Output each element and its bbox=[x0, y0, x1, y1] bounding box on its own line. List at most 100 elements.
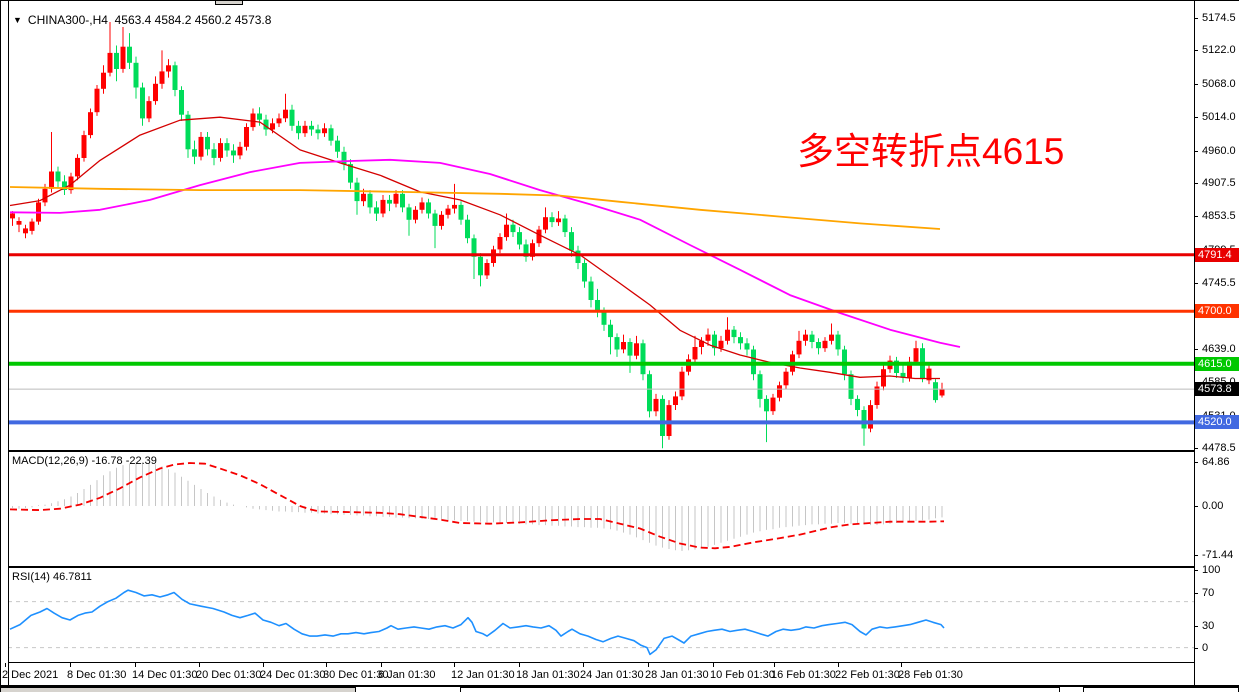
candle-body-up bbox=[874, 386, 880, 405]
time-axis-tick bbox=[263, 663, 264, 667]
macd-axis-tick bbox=[1194, 462, 1198, 463]
candle-body-down bbox=[627, 342, 633, 356]
time-axis-label: 28 Feb 01:30 bbox=[898, 669, 963, 681]
time-axis-tick bbox=[519, 663, 520, 667]
candle-body-down bbox=[289, 109, 295, 126]
candle-body-up bbox=[270, 123, 275, 130]
price-axis-tick bbox=[1194, 349, 1198, 350]
window-top-border bbox=[0, 0, 1239, 1]
candle-body-up bbox=[796, 340, 802, 355]
ma-slow-orange[interactable] bbox=[9, 186, 941, 230]
bottom-bar-fragment-2 bbox=[460, 687, 1060, 692]
candle-body-down bbox=[387, 199, 392, 204]
time-axis-label: 10 Feb 01:30 bbox=[710, 669, 775, 681]
macd-label: MACD(12,26,9) -16.78 -22.39 bbox=[12, 455, 157, 467]
candle-body-down bbox=[257, 113, 262, 120]
rsi-axis-tick bbox=[1194, 626, 1198, 627]
price-axis-tick bbox=[1194, 216, 1198, 217]
candle-body-up bbox=[881, 369, 886, 387]
candle-body-up bbox=[699, 340, 704, 347]
candle-body-up bbox=[777, 385, 782, 398]
ma-mid-magenta[interactable] bbox=[9, 158, 961, 348]
price-axis-value: 4907.5 bbox=[1202, 177, 1236, 189]
candle-body-up bbox=[718, 340, 724, 349]
symbol-dropdown-arrow[interactable]: ▼ bbox=[13, 15, 22, 25]
macd-canvas[interactable] bbox=[8, 452, 1194, 566]
time-axis-tick bbox=[774, 663, 775, 667]
candle-body-up bbox=[81, 135, 87, 158]
price-axis-value: 4478.5 bbox=[1202, 442, 1236, 454]
candle-body-down bbox=[348, 164, 353, 183]
price-axis-tick bbox=[1194, 117, 1198, 118]
candle-body-down bbox=[400, 193, 405, 208]
rsi-axis-value: 0 bbox=[1202, 642, 1209, 654]
candle-body-up bbox=[725, 329, 730, 341]
candle-body-down bbox=[855, 398, 860, 410]
chart-text-annotation[interactable]: 多空转折点4615 bbox=[797, 131, 1065, 172]
candle-body-up bbox=[94, 88, 100, 113]
candle-body-up bbox=[88, 112, 93, 136]
candle-body-up bbox=[705, 334, 711, 341]
macd-rsi-separator[interactable] bbox=[8, 566, 1194, 568]
candle-body-up bbox=[868, 405, 873, 429]
macd-signal-line bbox=[9, 462, 945, 550]
time-axis-label: 2 Dec 2021 bbox=[2, 669, 59, 681]
candle-body-up bbox=[10, 213, 15, 219]
candle-body-down bbox=[712, 334, 717, 349]
time-axis-tick bbox=[583, 663, 584, 667]
price-axis-tick bbox=[1194, 183, 1198, 184]
time-axis-label: 20 Dec 01:30 bbox=[196, 669, 262, 681]
candle-body-up bbox=[484, 263, 490, 276]
macd-axis-value: 0.00 bbox=[1202, 500, 1224, 512]
candle-body-down bbox=[127, 46, 132, 63]
ohlc-values: 4563.4 4584.2 4560.2 4573.8 bbox=[114, 13, 272, 27]
time-axis-label: 16 Feb 01:30 bbox=[771, 669, 836, 681]
price-axis-tick bbox=[1194, 448, 1198, 449]
rsi-axis-tick bbox=[1194, 648, 1198, 649]
time-axis-tick bbox=[838, 663, 839, 667]
candle-body-down bbox=[731, 329, 737, 338]
candle-body-down bbox=[192, 149, 197, 157]
price-axis-value: 5174.5 bbox=[1202, 12, 1236, 24]
main-macd-separator[interactable] bbox=[8, 450, 1194, 452]
time-axis-label: 24 Dec 01:30 bbox=[260, 669, 326, 681]
time-axis-tick bbox=[135, 663, 136, 667]
candle-body-down bbox=[738, 337, 743, 344]
candle-body-up bbox=[822, 340, 828, 349]
rsi-canvas[interactable] bbox=[8, 568, 1194, 662]
candle-body-down bbox=[140, 87, 145, 119]
candle-body-up bbox=[679, 371, 685, 397]
candle-body-down bbox=[263, 119, 269, 130]
candle-body-up bbox=[322, 128, 327, 134]
time-axis-tick bbox=[901, 663, 902, 667]
candle-body-down bbox=[374, 207, 379, 214]
candle-body-up bbox=[283, 109, 288, 119]
price-level-badge: 4520.0 bbox=[1195, 415, 1239, 429]
candle-body-down bbox=[640, 343, 646, 375]
time-axis-tick bbox=[648, 663, 649, 667]
price-axis-tick bbox=[1194, 18, 1198, 19]
rsi-axis-value: 30 bbox=[1202, 620, 1215, 632]
candle-body-down bbox=[660, 398, 665, 436]
candle-body-down bbox=[900, 372, 906, 378]
time-axis-tick bbox=[326, 663, 327, 667]
candle-body-down bbox=[861, 410, 867, 429]
candle-body-down bbox=[465, 219, 470, 239]
pane-left-border bbox=[8, 0, 9, 686]
rsi-label: RSI(14) 46.7811 bbox=[12, 571, 92, 583]
window-bottom-border bbox=[0, 685, 1239, 687]
candle-body-down bbox=[406, 207, 412, 220]
time-axis-label: 18 Jan 01:30 bbox=[516, 669, 580, 681]
candle-body-down bbox=[575, 250, 581, 263]
candle-body-up bbox=[166, 65, 171, 72]
candle-body-down bbox=[614, 337, 620, 350]
candle-body-down bbox=[517, 232, 522, 245]
candle-body-down bbox=[816, 342, 821, 349]
main-chart-canvas[interactable] bbox=[8, 8, 1194, 450]
candle-body-down bbox=[744, 343, 750, 350]
candle-body-up bbox=[153, 83, 158, 102]
candle-body-down bbox=[523, 244, 529, 257]
ma-fast-red[interactable] bbox=[9, 116, 940, 380]
candle-body-up bbox=[543, 217, 548, 230]
